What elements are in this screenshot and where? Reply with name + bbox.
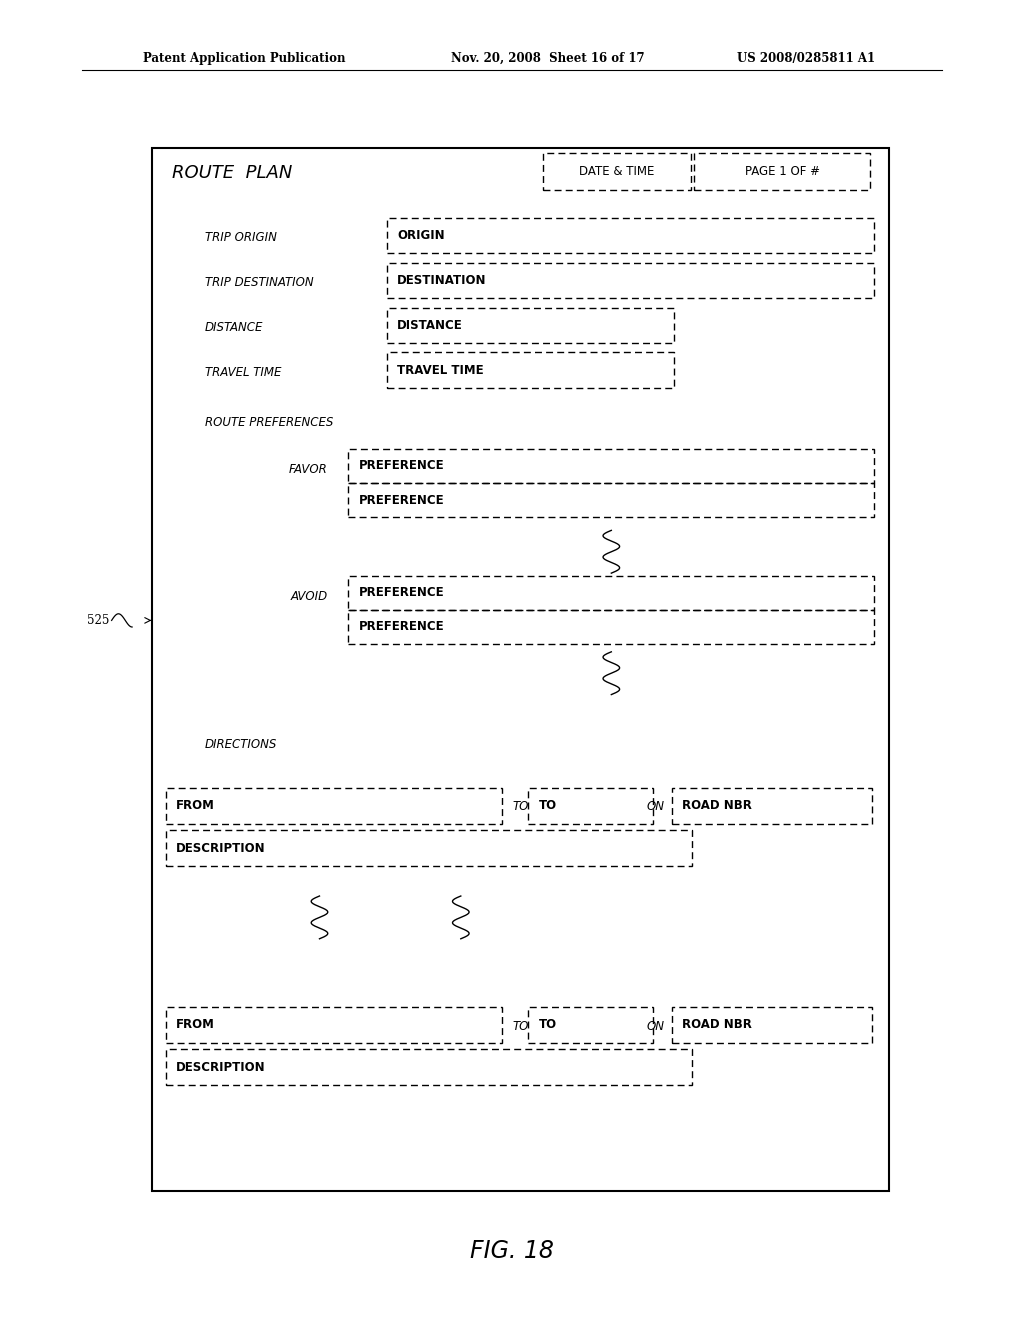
Text: Patent Application Publication: Patent Application Publication xyxy=(143,51,346,65)
Text: TRIP ORIGIN: TRIP ORIGIN xyxy=(205,231,276,244)
Text: US 2008/0285811 A1: US 2008/0285811 A1 xyxy=(737,51,876,65)
Text: FIG. 18: FIG. 18 xyxy=(470,1239,554,1263)
Bar xyxy=(543,153,691,190)
Text: PAGE 1 OF #: PAGE 1 OF # xyxy=(744,165,820,178)
Bar xyxy=(348,483,874,517)
Text: ORIGIN: ORIGIN xyxy=(397,230,445,242)
Text: 525: 525 xyxy=(87,614,110,627)
Text: ROUTE PREFERENCES: ROUTE PREFERENCES xyxy=(205,416,333,429)
Bar xyxy=(348,449,874,483)
Bar xyxy=(694,153,870,190)
Text: PREFERENCE: PREFERENCE xyxy=(358,459,444,473)
Text: TO: TO xyxy=(539,800,557,812)
Text: DESTINATION: DESTINATION xyxy=(397,275,486,286)
Text: TO: TO xyxy=(539,1019,557,1031)
Text: FROM: FROM xyxy=(176,800,215,812)
Bar xyxy=(152,148,889,1191)
Text: TRAVEL TIME: TRAVEL TIME xyxy=(205,366,282,379)
Bar xyxy=(672,1007,872,1043)
Bar xyxy=(166,1007,502,1043)
Text: ROAD NBR: ROAD NBR xyxy=(682,1019,752,1031)
Text: PREFERENCE: PREFERENCE xyxy=(358,494,444,507)
Bar xyxy=(166,1049,692,1085)
Bar xyxy=(387,263,874,298)
Text: ON: ON xyxy=(646,800,665,813)
Text: Nov. 20, 2008  Sheet 16 of 17: Nov. 20, 2008 Sheet 16 of 17 xyxy=(451,51,644,65)
Text: DISTANCE: DISTANCE xyxy=(397,319,463,331)
Text: TO: TO xyxy=(512,1020,528,1034)
Text: DIRECTIONS: DIRECTIONS xyxy=(205,738,278,751)
Text: DISTANCE: DISTANCE xyxy=(205,321,263,334)
Text: DATE & TIME: DATE & TIME xyxy=(580,165,654,178)
Text: ON: ON xyxy=(646,1020,665,1034)
Bar xyxy=(348,610,874,644)
Bar xyxy=(387,352,674,388)
Text: FROM: FROM xyxy=(176,1019,215,1031)
Text: DESCRIPTION: DESCRIPTION xyxy=(176,842,266,854)
Text: ROUTE  PLAN: ROUTE PLAN xyxy=(172,164,293,182)
Text: FAVOR: FAVOR xyxy=(289,463,328,477)
Text: TRIP DESTINATION: TRIP DESTINATION xyxy=(205,276,313,289)
Bar xyxy=(672,788,872,824)
Bar xyxy=(166,830,692,866)
Bar xyxy=(387,308,674,343)
Text: PREFERENCE: PREFERENCE xyxy=(358,586,444,599)
Text: DESCRIPTION: DESCRIPTION xyxy=(176,1061,266,1073)
Text: TRAVEL TIME: TRAVEL TIME xyxy=(397,364,484,376)
Text: PREFERENCE: PREFERENCE xyxy=(358,620,444,634)
Bar xyxy=(348,576,874,610)
Bar xyxy=(528,788,653,824)
Text: AVOID: AVOID xyxy=(291,590,328,603)
Text: ROAD NBR: ROAD NBR xyxy=(682,800,752,812)
Bar xyxy=(528,1007,653,1043)
Bar xyxy=(387,218,874,253)
Text: TO: TO xyxy=(512,800,528,813)
Bar xyxy=(166,788,502,824)
